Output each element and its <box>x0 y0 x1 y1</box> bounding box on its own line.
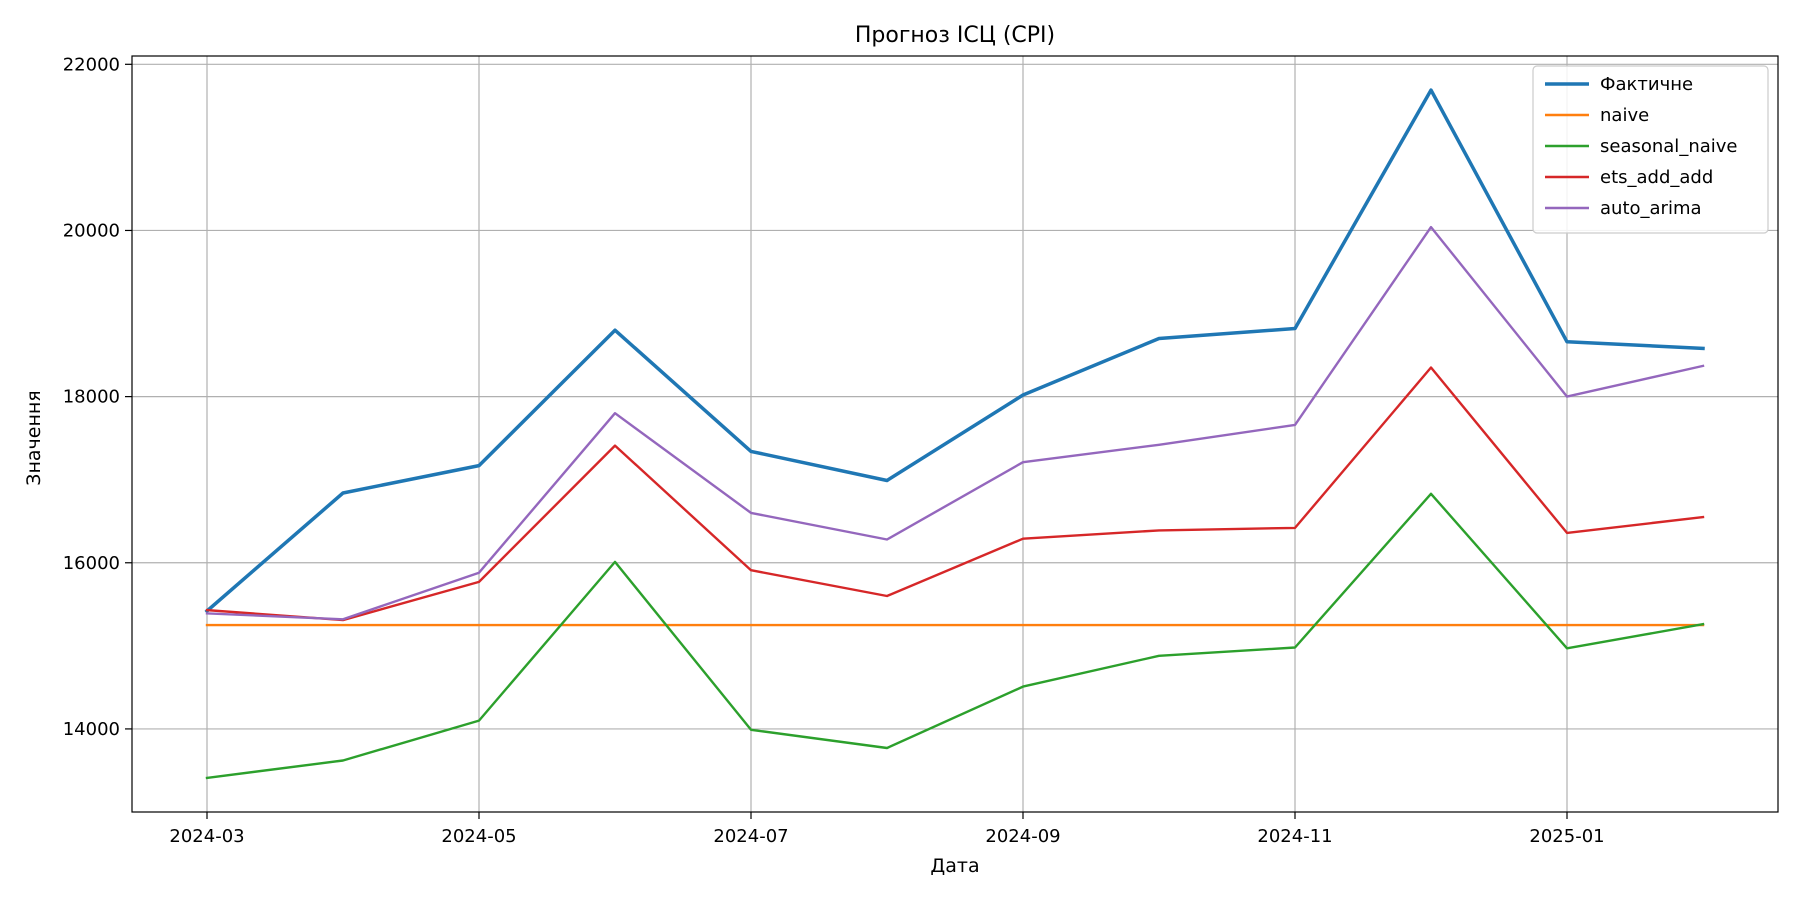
legend-label: naive <box>1600 105 1649 126</box>
plot-frame <box>131 55 1779 813</box>
series-line-0 <box>204 88 1705 614</box>
x-tick-label: 2024-05 <box>441 826 516 847</box>
legend-label: ets_add_add <box>1600 167 1713 188</box>
legend-box <box>1532 65 1769 234</box>
series-lines <box>204 88 1705 780</box>
x-tick-label: 2024-03 <box>169 826 244 847</box>
legend-label: seasonal_naive <box>1600 136 1737 157</box>
y-tick-label: 14000 <box>63 719 120 740</box>
series-line-4 <box>205 225 1705 621</box>
series-line-2 <box>205 492 1705 780</box>
y-tick-label: 20000 <box>63 220 120 241</box>
x-tick-label: 2025-01 <box>1529 826 1604 847</box>
axis-ticks: 2024-03 2024-05 2024-07 2024-09 2024-11 2025-… <box>63 54 1605 847</box>
grid <box>132 56 1778 812</box>
y-tick-label: 16000 <box>63 553 120 574</box>
y-axis-label: Значення <box>23 390 45 485</box>
x-tick-label: 2024-11 <box>1257 826 1332 847</box>
legend-label: Фактичне <box>1600 74 1693 95</box>
x-axis-label: Дата <box>930 855 979 877</box>
chart-title: Прогноз ІСЦ (CPI) <box>855 23 1055 48</box>
legend-label: auto_arima <box>1600 198 1702 219</box>
series-line-3 <box>205 366 1705 622</box>
legend: Фактичне naive seasonal_naive ets_add_addau… <box>1532 65 1769 234</box>
y-tick-label: 22000 <box>63 54 120 75</box>
x-tick-label: 2024-09 <box>985 826 1060 847</box>
x-tick-label: 2024-07 <box>713 826 788 847</box>
y-tick-label: 18000 <box>63 387 120 408</box>
